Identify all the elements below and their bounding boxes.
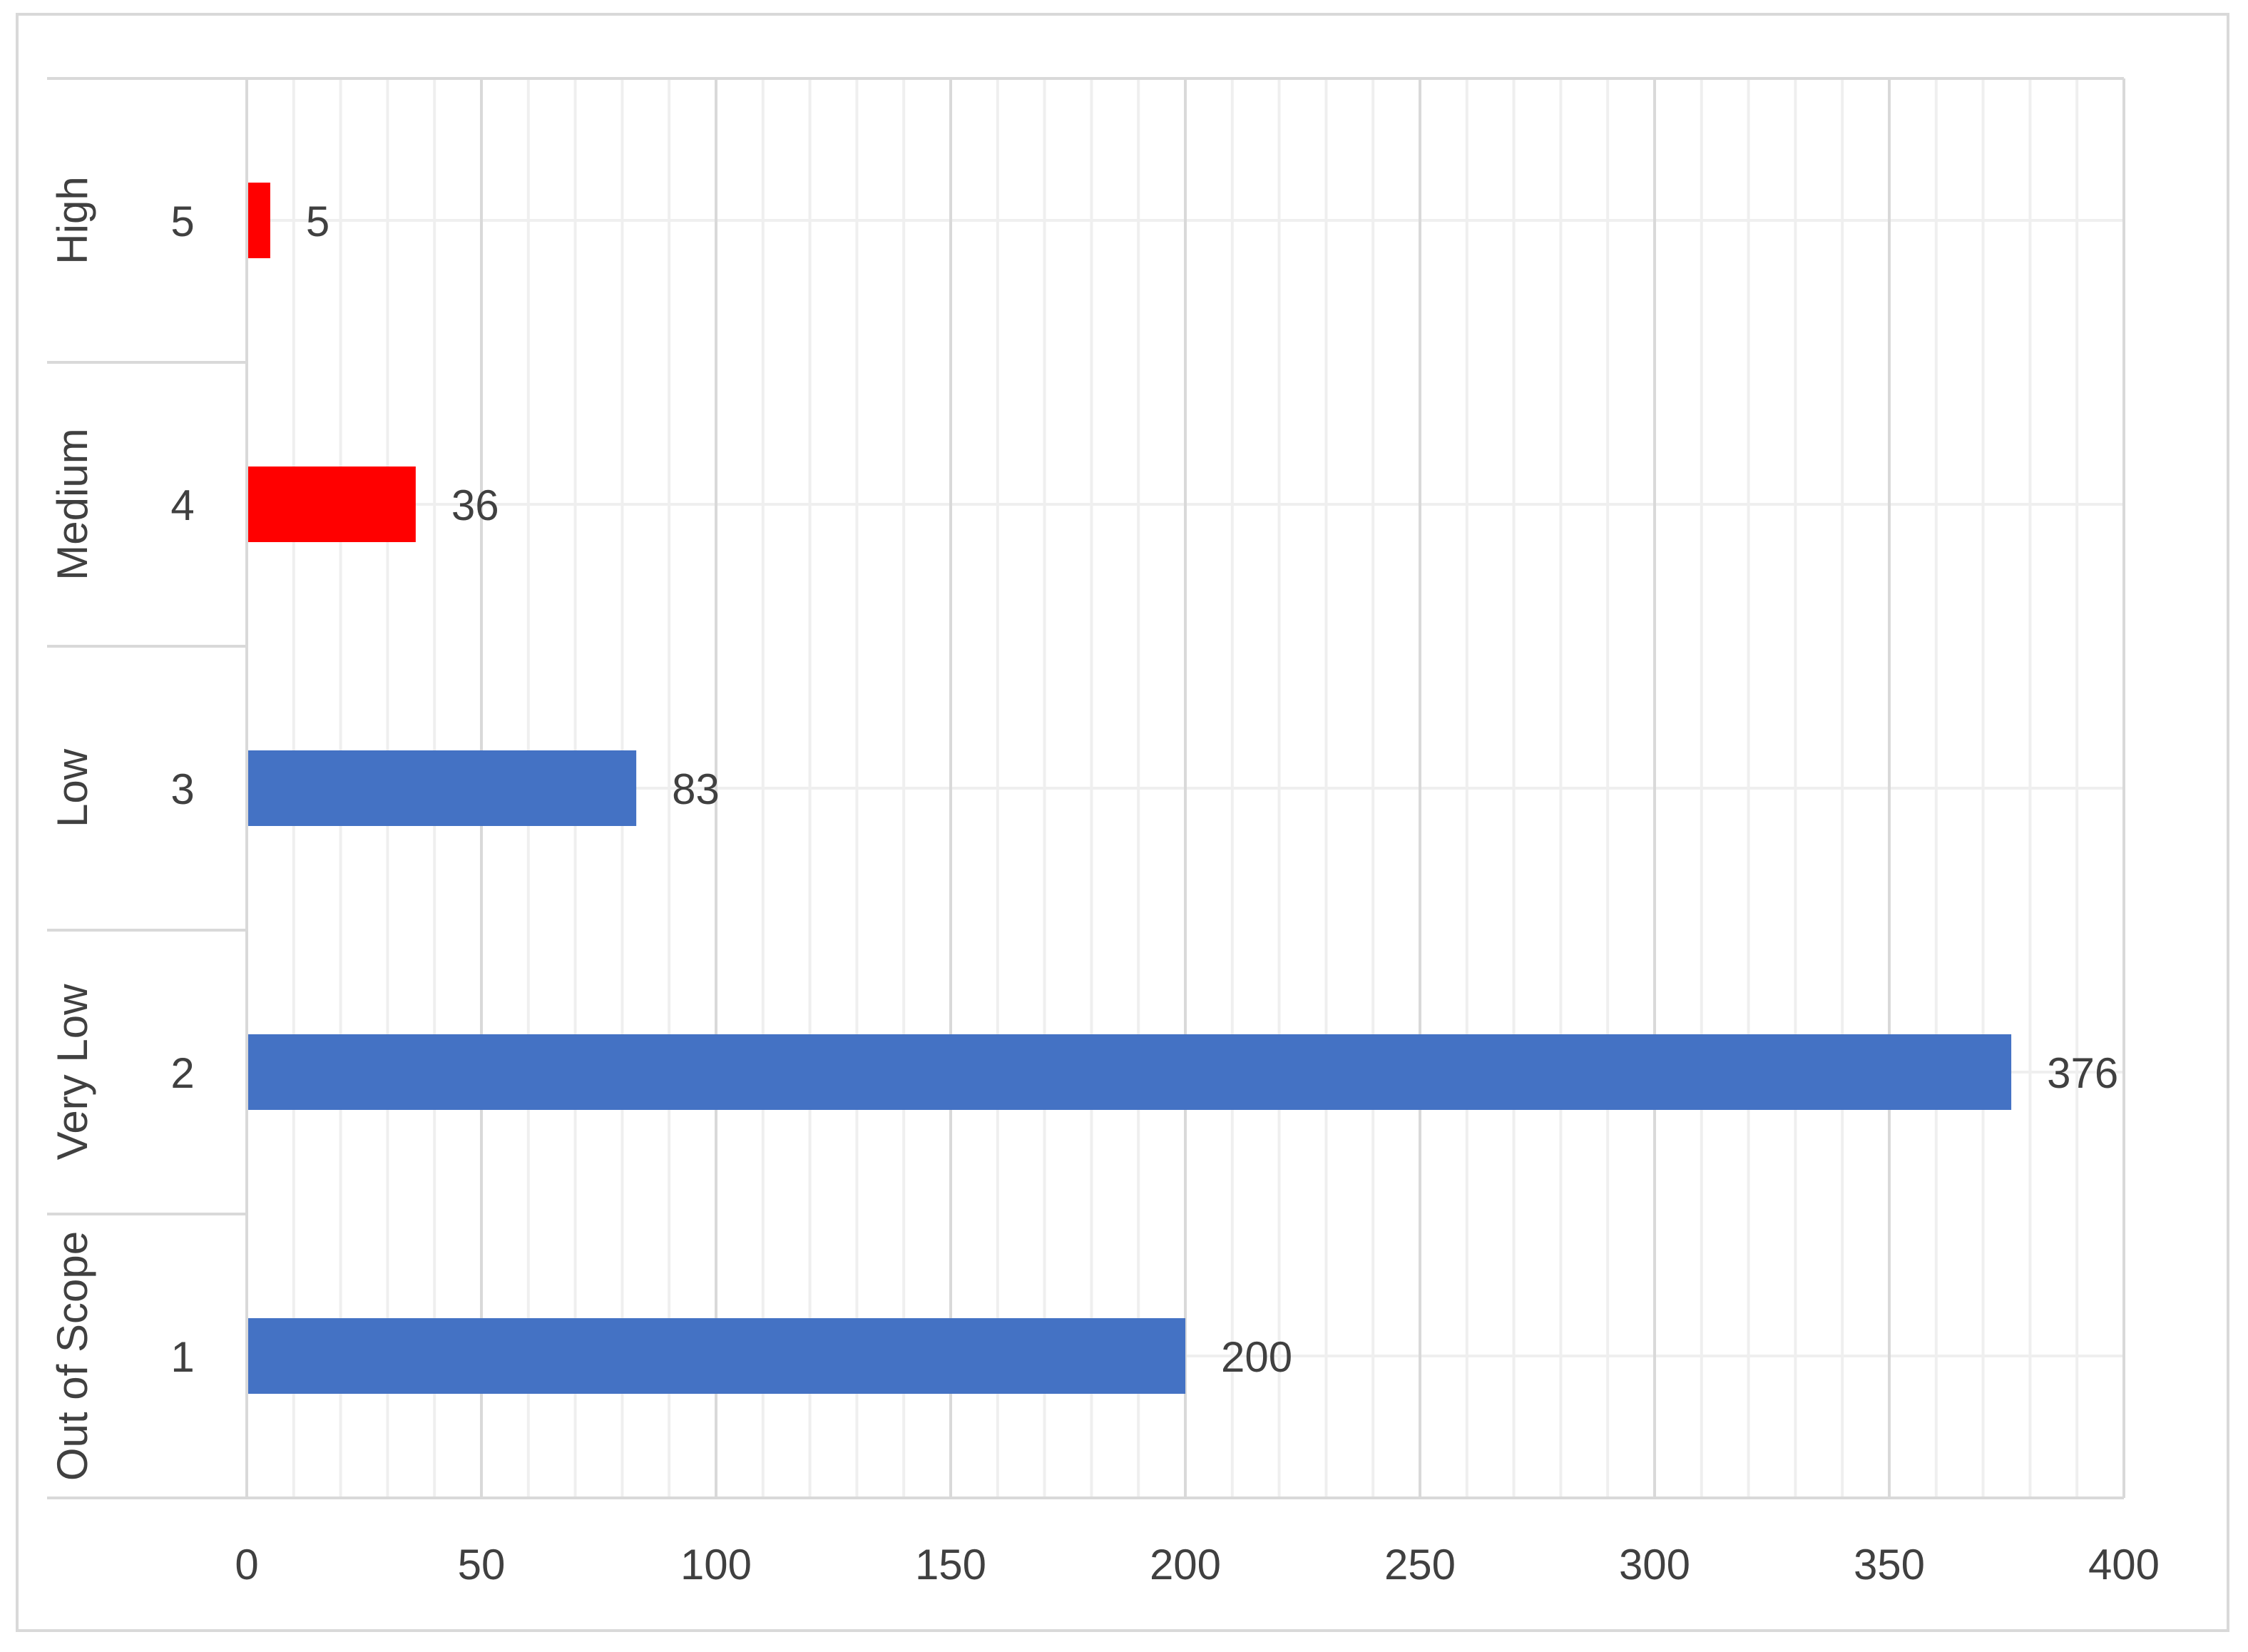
- group-label: Out of Scope: [48, 1231, 96, 1481]
- category-label: 3: [170, 765, 194, 813]
- data-label: 36: [451, 481, 499, 529]
- x-tick-label: 50: [458, 1541, 506, 1589]
- x-tick-label: 300: [1619, 1541, 1690, 1589]
- x-tick-label: 200: [1150, 1541, 1221, 1589]
- category-label: 4: [170, 481, 194, 529]
- bars: [248, 183, 2012, 1394]
- axes: [47, 77, 2124, 1499]
- x-tick-label: 100: [680, 1541, 752, 1589]
- bar-low: [248, 750, 637, 826]
- group-label: High: [48, 176, 96, 264]
- category-label: 2: [170, 1049, 194, 1097]
- x-tick-label: 350: [1854, 1541, 1925, 1589]
- bar-out-of-scope: [248, 1318, 1185, 1394]
- x-tick-label: 150: [915, 1541, 986, 1589]
- bar-high: [248, 183, 270, 258]
- group-label: Low: [48, 748, 96, 827]
- data-label: 376: [2047, 1049, 2118, 1097]
- group-label: Medium: [48, 428, 96, 580]
- major-gridlines: [480, 78, 2125, 1498]
- category-label: 1: [170, 1333, 194, 1381]
- data-label: 200: [1221, 1333, 1292, 1381]
- data-label: 83: [672, 765, 720, 813]
- group-label: Very Low: [48, 984, 96, 1160]
- y-axis-category-labels: 1 2 3 4 5: [170, 198, 194, 1381]
- data-label: 5: [306, 198, 329, 245]
- x-tick-label: 0: [235, 1541, 258, 1589]
- x-tick-label: 250: [1384, 1541, 1456, 1589]
- data-labels: 200 376 83 36 5: [306, 198, 2118, 1381]
- bar-very-low: [248, 1034, 2012, 1110]
- category-label: 5: [170, 198, 194, 245]
- x-axis-tick-labels: 0 50 100 150 200 250 300 350 400: [235, 1541, 2160, 1589]
- y-axis-group-labels: Out of Scope Very Low Low Medium High: [48, 176, 96, 1481]
- x-tick-label: 400: [2088, 1541, 2160, 1589]
- bar-medium: [248, 466, 416, 542]
